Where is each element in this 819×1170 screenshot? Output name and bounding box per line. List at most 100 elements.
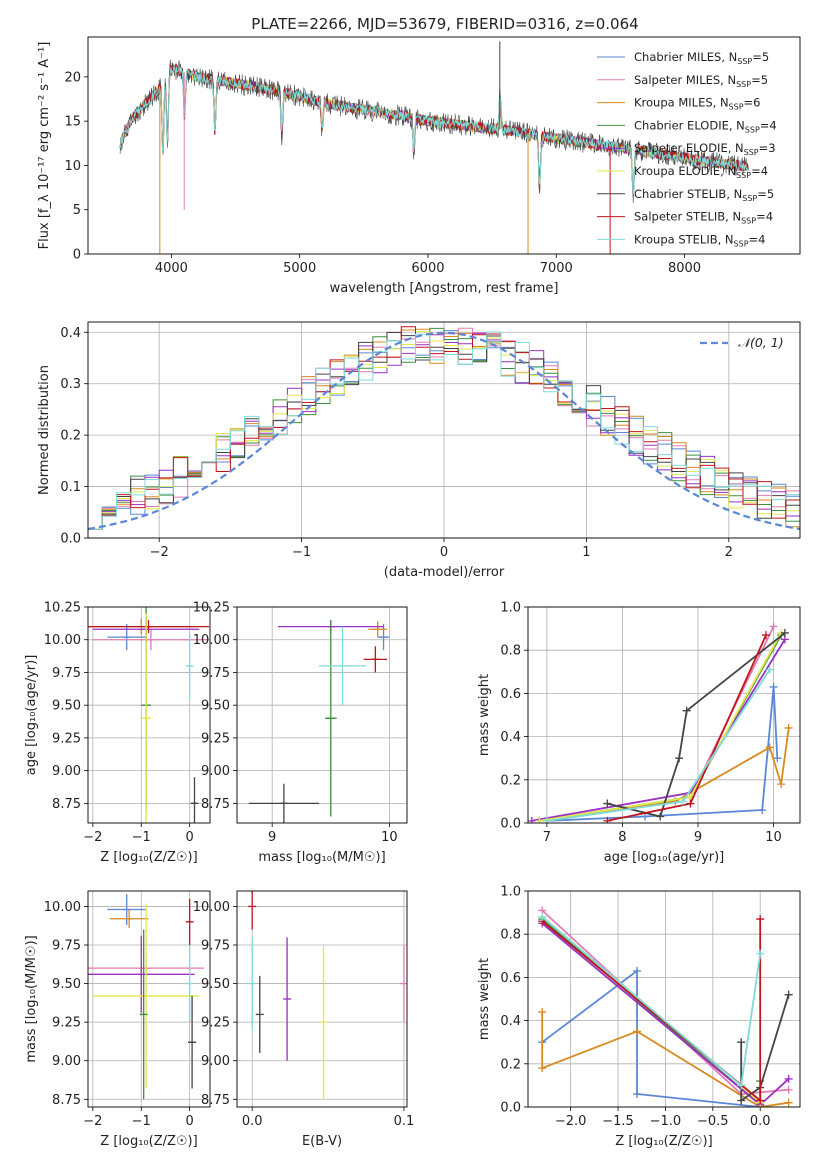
weight_vs_Z-ytick-label: 0.8 bbox=[500, 928, 521, 943]
age_vs_mass-ytick-label: 9.00 bbox=[201, 764, 230, 779]
spectrum-xtick-label: 8000 bbox=[668, 261, 701, 276]
legend-label-chabrier_miles: Chabrier MILES, NSSP=5 bbox=[634, 50, 769, 66]
weight_vs_age-xtick-label: 8 bbox=[618, 830, 626, 845]
residuals-xtick-label: 2 bbox=[725, 545, 733, 560]
age_vs_mass-ytick-label: 9.25 bbox=[201, 731, 230, 746]
legend-label-kroupa_stelib: Kroupa STELIB, NSSP=4 bbox=[634, 232, 765, 248]
weight_vs_Z-ytick-label: 0.4 bbox=[500, 1014, 521, 1029]
age_vs_mass-ytick-label: 10.00 bbox=[193, 633, 230, 648]
weight_vs_age-marker-salpeter_miles bbox=[769, 622, 778, 631]
weight_vs_age-marker-salpeter_stelib bbox=[762, 631, 770, 640]
legend-label-kroupa_elodie: Kroupa ELODIE, NSSP=4 bbox=[634, 164, 768, 180]
spectrum-xtick-label: 7000 bbox=[540, 261, 573, 276]
weight_vs_Z-ytick-label: 0.6 bbox=[500, 971, 521, 986]
weight_vs_age-marker-chabrier_miles bbox=[773, 754, 782, 763]
age_vs_mass-xlabel: mass [log₁₀(M/M☉)] bbox=[258, 850, 385, 865]
residuals-xtick-label: 1 bbox=[582, 545, 590, 560]
age_vs_mass-xtick-label: 9 bbox=[268, 830, 276, 845]
weight_vs_Z-marker-chabrier_stelib bbox=[784, 990, 793, 999]
weight_vs_Z-line-chabrier_stelib bbox=[740, 994, 790, 1103]
mass_vs_ebv-xtick-label: 0.1 bbox=[394, 1114, 415, 1129]
legend-label-chabrier_stelib: Chabrier STELIB, NSSP=5 bbox=[634, 187, 774, 203]
residuals-xlabel: (data-model)/error bbox=[384, 565, 505, 580]
age_vs_Z-ytick-label: 9.25 bbox=[52, 731, 81, 746]
spectrum-frame bbox=[87, 36, 801, 255]
residuals-ytick-label: 0.0 bbox=[60, 532, 81, 547]
residuals-data-layer bbox=[88, 326, 800, 531]
weight_vs_age-ylabel: mass weight bbox=[477, 674, 492, 756]
spectrum-ytick-label: 20 bbox=[64, 70, 81, 85]
weight_vs_Z-marker-kroupa_stelib bbox=[756, 949, 765, 958]
spectrum-data-layer bbox=[119, 41, 749, 254]
spectrum-ytick-label: 5 bbox=[73, 203, 81, 218]
weight_vs_age-marker-chabrier_stelib bbox=[682, 706, 691, 715]
weight_vs_Z-marker-kroupa_miles bbox=[538, 1064, 547, 1073]
residuals-xtick-label: −1 bbox=[292, 545, 311, 560]
age_vs_Z-frame bbox=[87, 606, 211, 824]
weight_vs_age-marker-kroupa_stelib bbox=[678, 797, 687, 806]
age_vs_Z-ytick-label: 10.25 bbox=[44, 601, 81, 616]
age_vs_Z-xlabel: Z [log₁₀(Z/Z☉)] bbox=[100, 850, 197, 865]
mass_vs_ebv-ytick-label: 9.75 bbox=[201, 939, 230, 954]
mass_vs_Z-ylabel: mass [log₁₀(M/M☉)] bbox=[24, 935, 39, 1062]
mass_vs_ebv-xtick-label: 0.0 bbox=[242, 1114, 263, 1129]
age_vs_mass-ytick-label: 9.50 bbox=[201, 699, 230, 714]
age_vs_mass-xtick-label: 10 bbox=[381, 830, 398, 845]
age_vs_Z-ytick-label: 9.75 bbox=[52, 666, 81, 681]
weight_vs_age-frame bbox=[527, 606, 801, 824]
weight_vs_age-marker-chabrier_miles bbox=[758, 806, 767, 815]
weight_vs_Z-marker-chabrier_miles bbox=[632, 966, 641, 975]
residuals-ylabel: Normed distribution bbox=[37, 365, 52, 495]
weight_vs_age-xlabel: age [log₁₀(age/yr)] bbox=[604, 850, 725, 865]
weight_vs_age-marker-salpeter_stelib bbox=[686, 799, 695, 808]
weight_vs_Z-xtick-label: −2.0 bbox=[555, 1114, 587, 1129]
weight_vs_Z-xtick-label: 0.0 bbox=[750, 1114, 771, 1129]
weight_vs_age-ytick-label: 0.8 bbox=[500, 644, 521, 659]
weight_vs_age-marker-kroupa_miles bbox=[777, 780, 786, 789]
mass_vs_Z-ytick-label: 9.25 bbox=[52, 1016, 81, 1031]
age_vs_Z-panel: −2 −1 0 8.75 9.00 9.25 9.50 9.75 10.00 10.25 Z [lo… bbox=[24, 601, 211, 865]
spectrum-legend: Chabrier MILES, NSSP=5 Salpeter MILES, NS… bbox=[597, 50, 777, 248]
weight_vs_age-marker-kroupa_miles bbox=[765, 743, 774, 752]
weight_vs_Z-marker-kroupa_miles bbox=[538, 1007, 547, 1016]
mass_vs_Z-panel: −2 −1 0 8.75 9.00 9.25 9.50 9.75 10.00 Z [log₁₀(Z… bbox=[24, 890, 211, 1149]
mass_vs_ebv-ytick-label: 9.25 bbox=[201, 1016, 230, 1031]
mass_vs_Z-xtick-label: −2 bbox=[83, 1114, 102, 1129]
weight_vs_age-data-layer bbox=[528, 622, 793, 823]
spectrum-xtick-label: 4000 bbox=[155, 261, 188, 276]
weight_vs_age-xtick-label: 9 bbox=[694, 830, 702, 845]
legend-label-chabrier_elodie: Chabrier ELODIE, NSSP=4 bbox=[634, 118, 777, 134]
age_vs_mass-ytick-label: 8.75 bbox=[201, 797, 230, 812]
spectrum-ytick-label: 10 bbox=[64, 159, 81, 174]
figure-title: PLATE=2266, MJD=53679, FIBERID=0316, z=0… bbox=[251, 15, 638, 33]
weight_vs_Z-ytick-label: 0.2 bbox=[500, 1057, 521, 1072]
residuals-xtick-label: 0 bbox=[440, 545, 448, 560]
weight_vs_age-marker-kroupa_stelib bbox=[542, 816, 551, 823]
age_vs_mass-frame bbox=[236, 606, 408, 824]
legend-label-salpeter_stelib: Salpeter STELIB, NSSP=4 bbox=[634, 210, 773, 226]
residuals-legend: 𝒩(0, 1) bbox=[700, 335, 784, 350]
age_vs_mass-ytick-label: 9.75 bbox=[201, 666, 230, 681]
normal-curve bbox=[88, 331, 800, 531]
spectrum-line-kroupa_stelib bbox=[119, 65, 749, 195]
weight_vs_Z-xtick-label: −0.5 bbox=[697, 1114, 729, 1129]
mass_vs_ebv-panel: 0.0 0.1 8.75 9.00 9.25 9.50 9.75 10.00 E(B-V) bbox=[193, 890, 415, 1149]
residual-hist-kroupa_stelib bbox=[88, 331, 800, 530]
weight_vs_Z-data-layer bbox=[538, 906, 793, 1107]
mass_vs_Z-ytick-label: 10.00 bbox=[44, 900, 81, 915]
age_vs_mass-data-layer bbox=[248, 620, 390, 823]
weight_vs_age-ytick-label: 0.2 bbox=[500, 773, 521, 788]
spectrum-ylabel: Flux [f_λ 10⁻¹⁷ erg cm⁻² s⁻¹ A⁻¹] bbox=[37, 42, 52, 250]
weight_vs_Z-marker-salpeter_elodie bbox=[784, 1074, 793, 1083]
weight_vs_age-xtick-label: 10 bbox=[765, 830, 782, 845]
weight_vs_age-panel: 7 8 9 10 0.0 0.2 0.4 0.6 0.8 1.0 age [log₁₀(age/yr… bbox=[477, 601, 801, 865]
mass_vs_Z-ytick-label: 9.75 bbox=[52, 939, 81, 954]
weight_vs_Z-xlabel: Z [log₁₀(Z/Z☉)] bbox=[615, 1134, 712, 1149]
weight_vs_Z-marker-kroupa_stelib bbox=[737, 1081, 746, 1090]
legend-label-salpeter_miles: Salpeter MILES, NSSP=5 bbox=[634, 73, 768, 89]
age_vs_Z-data-layer bbox=[88, 607, 210, 823]
weight_vs_Z-marker-chabrier_stelib bbox=[737, 1038, 746, 1047]
age_vs_mass-panel: 9 10 8.75 9.00 9.25 9.50 9.75 10.00 10.25 mass [l… bbox=[193, 601, 408, 865]
